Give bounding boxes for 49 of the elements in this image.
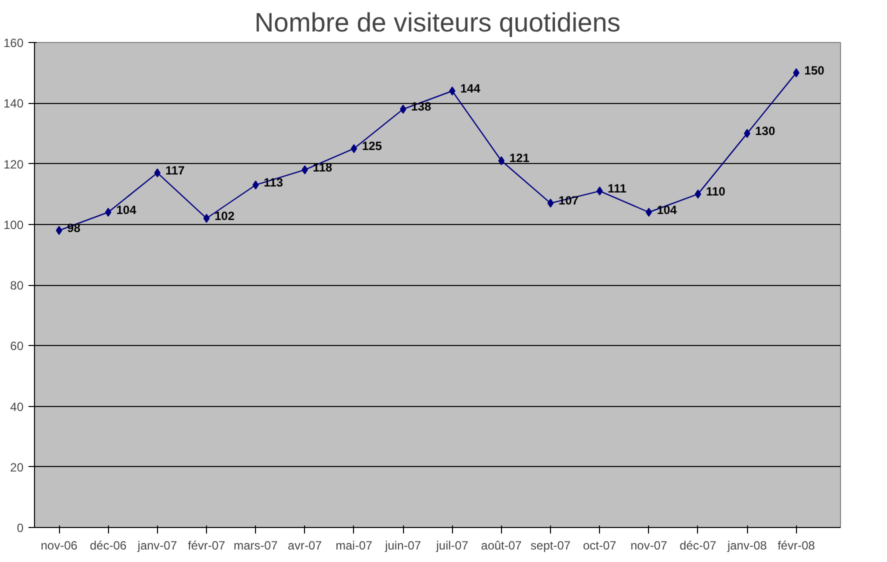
x-tick-label: juin-07 bbox=[384, 538, 422, 552]
x-tick-label: déc-07 bbox=[680, 538, 717, 552]
x-tick-label: févr-07 bbox=[188, 538, 226, 552]
x-tick-label: févr-08 bbox=[778, 538, 816, 552]
point bbox=[498, 156, 505, 166]
y-tick-label: 20 bbox=[10, 460, 24, 474]
y-tick-label: 120 bbox=[3, 157, 24, 172]
point bbox=[449, 86, 456, 96]
y-tick-label: 140 bbox=[3, 96, 24, 111]
point bbox=[203, 214, 210, 223]
data-label: 111 bbox=[608, 182, 627, 196]
x-tick-label: oct-07 bbox=[583, 538, 617, 552]
point bbox=[56, 226, 62, 235]
x-tick-label: mars-07 bbox=[234, 538, 278, 552]
data-label: 130 bbox=[755, 124, 776, 138]
x-tick-label: déc-06 bbox=[90, 538, 127, 552]
y-tick-label: 160 bbox=[3, 36, 24, 50]
y-tick-label: 40 bbox=[10, 400, 24, 414]
y-tick-label: 0 bbox=[16, 521, 24, 535]
x-tick-label: avr-07 bbox=[288, 538, 322, 552]
x-tick-label: sept-07 bbox=[530, 538, 571, 552]
point bbox=[547, 198, 554, 208]
chart-title: Nombre de visiteurs quotidiens bbox=[254, 8, 620, 38]
point bbox=[350, 144, 358, 154]
data-label: 125 bbox=[362, 139, 382, 154]
point bbox=[694, 190, 702, 199]
point bbox=[154, 168, 161, 178]
x-tick-label: nov-07 bbox=[630, 538, 668, 552]
y-tick-label: 80 bbox=[10, 278, 24, 292]
x-tick-label: mai-07 bbox=[336, 538, 373, 552]
data-label: 121 bbox=[509, 151, 530, 166]
x-tick-label: nov-06 bbox=[40, 538, 78, 552]
data-label: 102 bbox=[214, 208, 235, 223]
point bbox=[252, 180, 259, 190]
y-tick-label: 100 bbox=[3, 218, 24, 232]
point bbox=[400, 104, 406, 114]
data-label: 104 bbox=[656, 202, 678, 217]
x-tick-label: juil-07 bbox=[435, 538, 469, 552]
data-label: 113 bbox=[264, 175, 284, 190]
x-tick-label: janv-07 bbox=[136, 538, 178, 552]
data-label: 104 bbox=[116, 202, 137, 217]
x-tick-label: janv-08 bbox=[726, 538, 768, 552]
x-tick-label: août-07 bbox=[481, 538, 522, 552]
data-label: 117 bbox=[165, 163, 186, 178]
data-label: 110 bbox=[706, 184, 726, 199]
point bbox=[744, 128, 750, 138]
data-label: 144 bbox=[460, 82, 481, 96]
data-label: 150 bbox=[804, 63, 825, 78]
y-tick-label: 60 bbox=[10, 339, 24, 354]
